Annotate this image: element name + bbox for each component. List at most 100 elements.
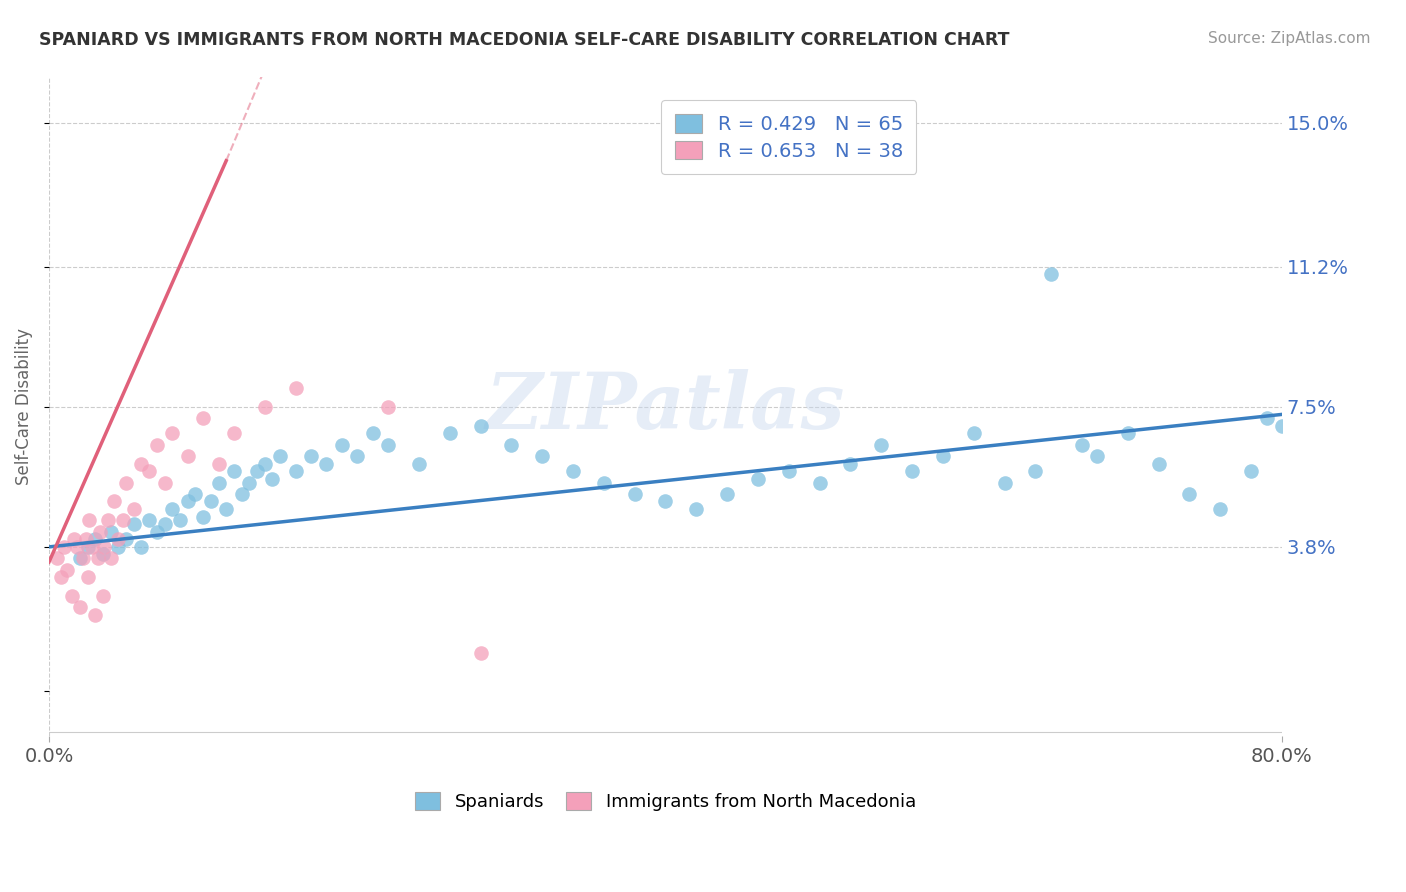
Point bbox=[1116, 426, 1139, 441]
Point bbox=[963, 426, 986, 441]
Point bbox=[377, 438, 399, 452]
Point bbox=[1070, 438, 1092, 452]
Point bbox=[138, 513, 160, 527]
Point bbox=[1085, 449, 1108, 463]
Point bbox=[330, 438, 353, 452]
Point bbox=[69, 600, 91, 615]
Point bbox=[1240, 464, 1263, 478]
Point bbox=[76, 540, 98, 554]
Point bbox=[839, 457, 862, 471]
Point bbox=[808, 475, 831, 490]
Point bbox=[377, 400, 399, 414]
Legend: Spaniards, Immigrants from North Macedonia: Spaniards, Immigrants from North Macedon… bbox=[404, 781, 927, 822]
Point bbox=[470, 646, 492, 660]
Point bbox=[51, 570, 73, 584]
Point bbox=[1209, 502, 1232, 516]
Point bbox=[84, 608, 107, 623]
Point bbox=[262, 472, 284, 486]
Point bbox=[215, 502, 238, 516]
Point bbox=[207, 457, 229, 471]
Point bbox=[122, 502, 145, 516]
Point bbox=[470, 418, 492, 433]
Point bbox=[1147, 457, 1170, 471]
Point bbox=[901, 464, 924, 478]
Point bbox=[84, 533, 107, 547]
Point bbox=[531, 449, 554, 463]
Point bbox=[361, 426, 384, 441]
Point bbox=[103, 494, 125, 508]
Point bbox=[66, 540, 89, 554]
Point bbox=[222, 426, 245, 441]
Point bbox=[993, 475, 1015, 490]
Text: ZIPatlas: ZIPatlas bbox=[486, 368, 845, 445]
Text: Source: ZipAtlas.com: Source: ZipAtlas.com bbox=[1208, 31, 1371, 46]
Point bbox=[146, 524, 169, 539]
Point bbox=[115, 475, 138, 490]
Point bbox=[115, 533, 138, 547]
Point bbox=[62, 533, 84, 547]
Point bbox=[231, 487, 253, 501]
Point bbox=[107, 540, 129, 554]
Point bbox=[162, 502, 184, 516]
Point bbox=[100, 551, 122, 566]
Y-axis label: Self-Care Disability: Self-Care Disability bbox=[15, 328, 32, 485]
Point bbox=[284, 381, 307, 395]
Point bbox=[269, 449, 291, 463]
Point bbox=[747, 472, 769, 486]
Point bbox=[238, 475, 260, 490]
Text: SPANIARD VS IMMIGRANTS FROM NORTH MACEDONIA SELF-CARE DISABILITY CORRELATION CHA: SPANIARD VS IMMIGRANTS FROM NORTH MACEDO… bbox=[39, 31, 1010, 49]
Point bbox=[153, 475, 176, 490]
Point bbox=[111, 513, 134, 527]
Point bbox=[623, 487, 645, 501]
Point bbox=[501, 438, 523, 452]
Point bbox=[176, 449, 198, 463]
Point bbox=[1024, 464, 1046, 478]
Point bbox=[169, 513, 191, 527]
Point bbox=[131, 540, 153, 554]
Point bbox=[246, 464, 269, 478]
Point bbox=[100, 524, 122, 539]
Point bbox=[1039, 268, 1062, 282]
Point bbox=[1178, 487, 1201, 501]
Point bbox=[87, 551, 110, 566]
Point bbox=[284, 464, 307, 478]
Point bbox=[45, 551, 67, 566]
Point bbox=[654, 494, 676, 508]
Point bbox=[685, 502, 707, 516]
Point bbox=[207, 475, 229, 490]
Point bbox=[870, 438, 893, 452]
Point bbox=[96, 513, 118, 527]
Point bbox=[93, 540, 115, 554]
Point bbox=[562, 464, 585, 478]
Point bbox=[932, 449, 955, 463]
Point bbox=[439, 426, 461, 441]
Point bbox=[56, 563, 79, 577]
Point bbox=[191, 509, 214, 524]
Point bbox=[60, 589, 83, 603]
Point bbox=[91, 548, 114, 562]
Point bbox=[184, 487, 207, 501]
Point bbox=[153, 517, 176, 532]
Point bbox=[778, 464, 800, 478]
Point bbox=[162, 426, 184, 441]
Point bbox=[592, 475, 614, 490]
Point bbox=[253, 400, 276, 414]
Point bbox=[77, 513, 100, 527]
Point bbox=[200, 494, 222, 508]
Point bbox=[72, 551, 94, 566]
Point bbox=[408, 457, 430, 471]
Point bbox=[91, 589, 114, 603]
Point bbox=[191, 411, 214, 425]
Point bbox=[122, 517, 145, 532]
Point bbox=[75, 533, 97, 547]
Point bbox=[138, 464, 160, 478]
Point bbox=[53, 540, 76, 554]
Point bbox=[315, 457, 337, 471]
Point bbox=[1256, 411, 1278, 425]
Point bbox=[82, 540, 104, 554]
Point bbox=[253, 457, 276, 471]
Point bbox=[107, 533, 129, 547]
Point bbox=[716, 487, 738, 501]
Point bbox=[176, 494, 198, 508]
Point bbox=[346, 449, 368, 463]
